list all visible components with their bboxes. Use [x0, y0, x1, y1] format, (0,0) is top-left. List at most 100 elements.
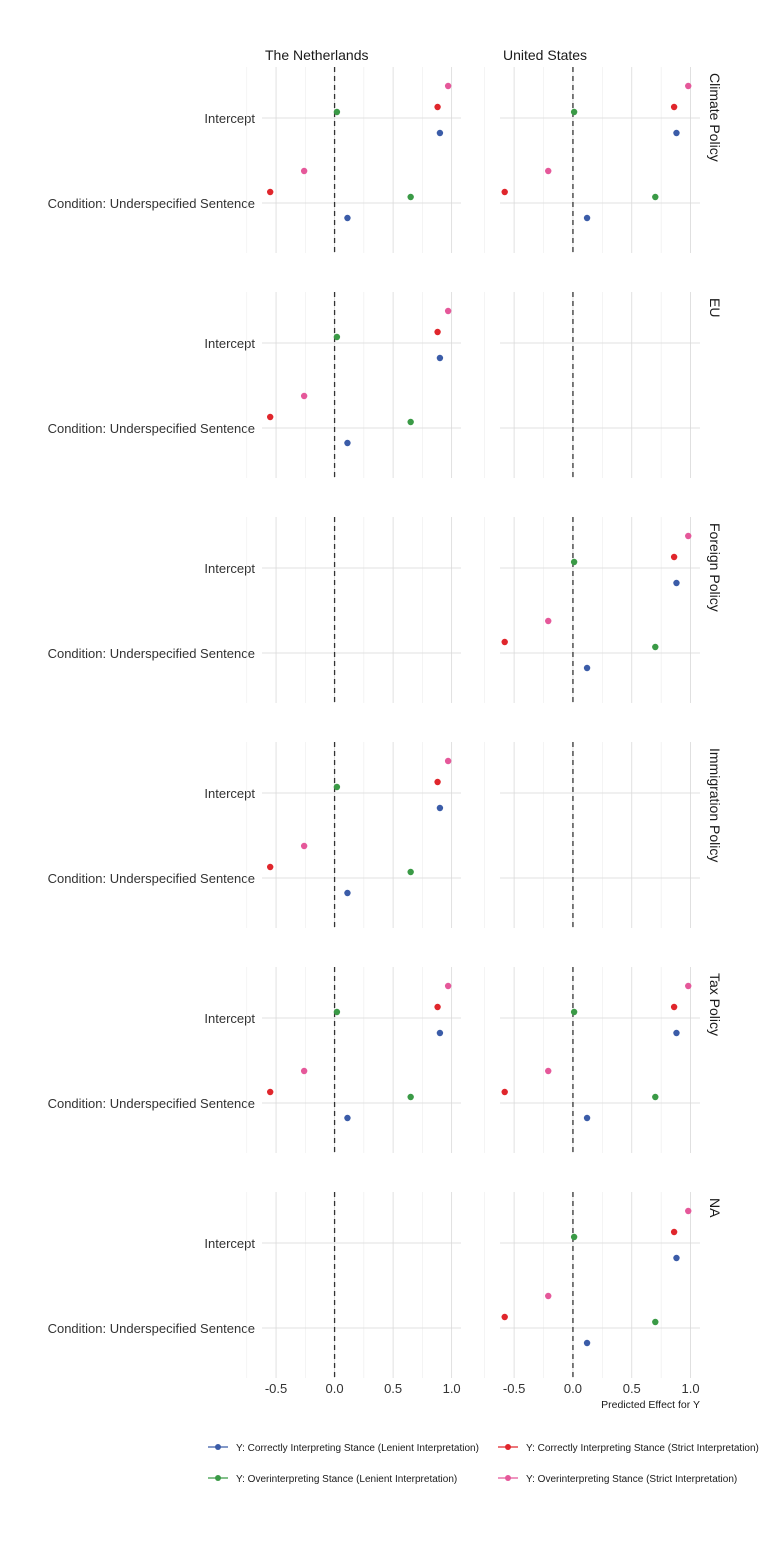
- point-y-correctly-interpreting-stance-strict-interpretation: [434, 328, 441, 336]
- point-y-correctly-interpreting-stance-lenient-interpretation: [344, 1114, 351, 1122]
- point-y-overinterpreting-stance-lenient-interpretation: [333, 1008, 341, 1016]
- y-tick-label: Intercept: [204, 1011, 255, 1026]
- facet-row-title: NA: [707, 1198, 723, 1218]
- point-y-correctly-interpreting-stance-lenient-interpretation: [583, 214, 591, 222]
- point-y-correctly-interpreting-stance-strict-interpretation: [670, 1228, 678, 1236]
- legend-entry: Y: Overinterpreting Stance (Lenient Inte…: [236, 1474, 457, 1485]
- point-y-overinterpreting-stance-lenient-interpretation: [333, 108, 341, 116]
- point-y-overinterpreting-stance-lenient-interpretation: [407, 1093, 414, 1101]
- x-tick-label: -0.5: [265, 1381, 287, 1396]
- point-y-correctly-interpreting-stance-strict-interpretation: [501, 188, 508, 196]
- point-y-correctly-interpreting-stance-lenient-interpretation: [436, 129, 444, 137]
- point-y-correctly-interpreting-stance-lenient-interpretation: [673, 129, 680, 137]
- y-tick-label: Intercept: [204, 111, 255, 126]
- point-y-correctly-interpreting-stance-strict-interpretation: [501, 638, 508, 646]
- legend-key-point: [505, 1444, 511, 1450]
- point-y-overinterpreting-stance-strict-interpretation: [685, 1207, 692, 1215]
- point-y-correctly-interpreting-stance-lenient-interpretation: [583, 1114, 591, 1122]
- y-tick-label: Condition: Underspecified Sentence: [48, 196, 255, 211]
- y-tick-label: Intercept: [204, 1236, 255, 1251]
- point-y-overinterpreting-stance-strict-interpretation: [444, 757, 452, 765]
- y-tick-label: Condition: Underspecified Sentence: [48, 1321, 255, 1336]
- y-tick-label: Condition: Underspecified Sentence: [48, 646, 255, 661]
- y-tick-label: Intercept: [204, 786, 255, 801]
- point-y-overinterpreting-stance-lenient-interpretation: [407, 418, 414, 426]
- point-y-correctly-interpreting-stance-lenient-interpretation: [673, 579, 680, 587]
- y-tick-label: Condition: Underspecified Sentence: [48, 871, 255, 886]
- point-y-correctly-interpreting-stance-lenient-interpretation: [583, 664, 591, 672]
- legend-key-point: [215, 1444, 221, 1450]
- point-y-overinterpreting-stance-strict-interpretation: [685, 982, 692, 990]
- point-y-overinterpreting-stance-lenient-interpretation: [407, 193, 414, 201]
- point-y-correctly-interpreting-stance-strict-interpretation: [670, 553, 678, 561]
- point-y-overinterpreting-stance-lenient-interpretation: [407, 868, 414, 876]
- x-tick-label: -0.5: [503, 1381, 525, 1396]
- point-y-overinterpreting-stance-strict-interpretation: [685, 82, 692, 90]
- point-y-overinterpreting-stance-strict-interpretation: [300, 392, 308, 400]
- point-y-overinterpreting-stance-lenient-interpretation: [333, 333, 341, 341]
- point-y-correctly-interpreting-stance-strict-interpretation: [670, 1003, 678, 1011]
- facet-row-title: Foreign Policy: [707, 523, 723, 612]
- x-tick-label: 0.5: [623, 1381, 641, 1396]
- point-y-overinterpreting-stance-lenient-interpretation: [570, 558, 578, 566]
- point-y-correctly-interpreting-stance-lenient-interpretation: [344, 889, 351, 897]
- point-y-overinterpreting-stance-lenient-interpretation: [570, 1008, 578, 1016]
- point-y-correctly-interpreting-stance-strict-interpretation: [266, 413, 274, 421]
- facet-column-title: The Netherlands: [265, 47, 369, 63]
- point-y-overinterpreting-stance-strict-interpretation: [685, 532, 692, 540]
- point-y-correctly-interpreting-stance-strict-interpretation: [266, 863, 274, 871]
- point-y-correctly-interpreting-stance-strict-interpretation: [434, 1003, 441, 1011]
- point-y-correctly-interpreting-stance-lenient-interpretation: [344, 214, 351, 222]
- x-tick-label: 0.0: [564, 1381, 582, 1396]
- facet-row-title: Tax Policy: [707, 973, 723, 1036]
- point-y-overinterpreting-stance-strict-interpretation: [545, 1067, 552, 1075]
- point-y-correctly-interpreting-stance-lenient-interpretation: [583, 1339, 591, 1347]
- y-tick-label: Condition: Underspecified Sentence: [48, 421, 255, 436]
- x-tick-label: 1.0: [682, 1381, 700, 1396]
- point-y-overinterpreting-stance-strict-interpretation: [545, 1292, 552, 1300]
- point-y-overinterpreting-stance-strict-interpretation: [545, 167, 552, 175]
- point-y-correctly-interpreting-stance-lenient-interpretation: [436, 354, 444, 362]
- legend-entry: Y: Correctly Interpreting Stance (Strict…: [526, 1443, 759, 1454]
- facet-row-title: EU: [707, 298, 723, 317]
- point-y-overinterpreting-stance-lenient-interpretation: [652, 1093, 659, 1101]
- point-y-correctly-interpreting-stance-strict-interpretation: [670, 103, 678, 111]
- point-y-overinterpreting-stance-strict-interpretation: [300, 1067, 308, 1075]
- facet-row-title: Immigration Policy: [707, 748, 723, 862]
- point-y-correctly-interpreting-stance-lenient-interpretation: [436, 1029, 444, 1037]
- facet-column-title: United States: [503, 47, 587, 63]
- facet-row-title: Climate Policy: [707, 73, 723, 162]
- point-y-correctly-interpreting-stance-lenient-interpretation: [436, 804, 444, 812]
- point-y-correctly-interpreting-stance-strict-interpretation: [501, 1313, 508, 1321]
- point-y-correctly-interpreting-stance-strict-interpretation: [266, 188, 274, 196]
- point-y-overinterpreting-stance-strict-interpretation: [444, 82, 452, 90]
- point-y-correctly-interpreting-stance-strict-interpretation: [266, 1088, 274, 1096]
- point-y-correctly-interpreting-stance-lenient-interpretation: [673, 1254, 680, 1262]
- x-tick-label: 0.0: [326, 1381, 344, 1396]
- point-y-correctly-interpreting-stance-strict-interpretation: [501, 1088, 508, 1096]
- legend-key-point: [215, 1475, 221, 1481]
- x-tick-label: 0.5: [384, 1381, 402, 1396]
- y-tick-label: Intercept: [204, 561, 255, 576]
- point-y-overinterpreting-stance-strict-interpretation: [444, 982, 452, 990]
- legend-entry: Y: Correctly Interpreting Stance (Lenien…: [236, 1443, 479, 1454]
- point-y-overinterpreting-stance-lenient-interpretation: [570, 108, 578, 116]
- point-y-correctly-interpreting-stance-strict-interpretation: [434, 103, 441, 111]
- point-y-correctly-interpreting-stance-lenient-interpretation: [344, 439, 351, 447]
- y-tick-label: Intercept: [204, 336, 255, 351]
- point-y-overinterpreting-stance-strict-interpretation: [300, 842, 308, 850]
- point-y-overinterpreting-stance-lenient-interpretation: [652, 1318, 659, 1326]
- x-tick-label: 1.0: [443, 1381, 461, 1396]
- point-y-overinterpreting-stance-lenient-interpretation: [652, 193, 659, 201]
- point-y-overinterpreting-stance-lenient-interpretation: [333, 783, 341, 791]
- point-y-overinterpreting-stance-lenient-interpretation: [570, 1233, 578, 1241]
- legend-entry: Y: Overinterpreting Stance (Strict Inter…: [526, 1474, 737, 1485]
- legend-key-point: [505, 1475, 511, 1481]
- point-y-overinterpreting-stance-strict-interpretation: [444, 307, 452, 315]
- y-tick-label: Condition: Underspecified Sentence: [48, 1096, 255, 1111]
- point-y-overinterpreting-stance-lenient-interpretation: [652, 643, 659, 651]
- x-axis-title: Predicted Effect for Y: [601, 1399, 700, 1411]
- point-y-correctly-interpreting-stance-lenient-interpretation: [673, 1029, 680, 1037]
